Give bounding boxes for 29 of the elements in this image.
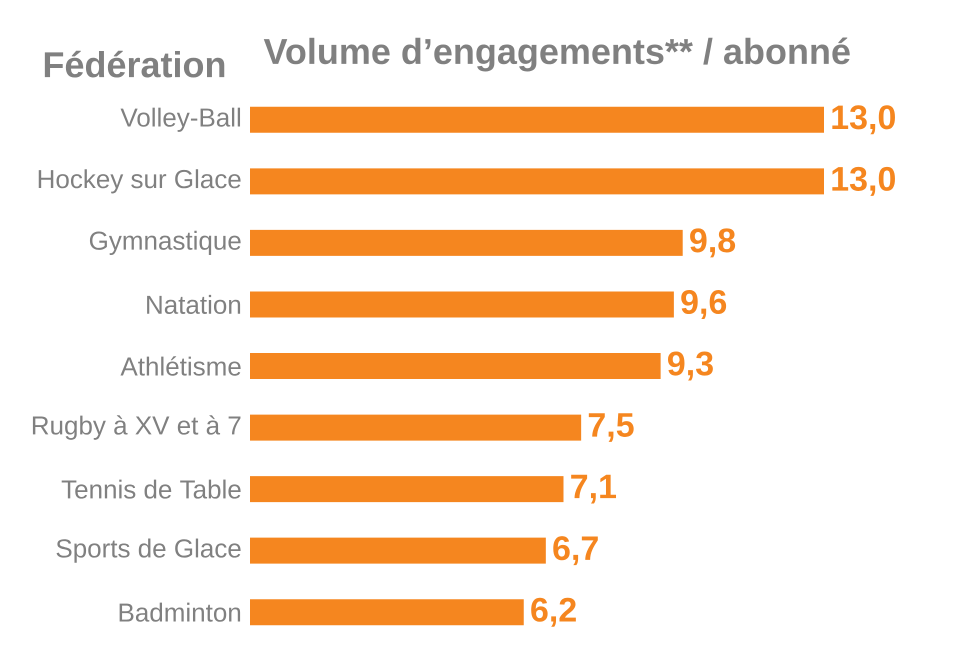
y-tick-label: Sports de Glace bbox=[56, 538, 241, 563]
data-label: 6,7 bbox=[553, 536, 598, 566]
bar bbox=[250, 538, 546, 564]
y-tick-label: Volley-Ball bbox=[120, 108, 240, 132]
y-tick-label: Rugby à XV et à 7 bbox=[32, 415, 240, 440]
bar bbox=[250, 476, 564, 502]
bar bbox=[250, 353, 661, 380]
data-label: 9,6 bbox=[681, 290, 726, 319]
bar bbox=[250, 291, 674, 318]
y-tick-label: Tennis de Table bbox=[62, 480, 241, 499]
y-tick-label: Natation bbox=[147, 294, 240, 314]
y-tick-label: Gymnastique bbox=[90, 230, 241, 256]
bar bbox=[250, 230, 683, 256]
y-tick-label: Hockey sur Glace bbox=[38, 169, 241, 194]
y-tick-label: Athlétisme bbox=[120, 356, 241, 376]
data-label: 9,8 bbox=[690, 228, 736, 258]
bar bbox=[250, 414, 582, 441]
data-label: 9,3 bbox=[668, 352, 713, 381]
data-label: 13,0 bbox=[832, 166, 895, 196]
data-label: 13,0 bbox=[832, 105, 895, 134]
bar bbox=[250, 168, 824, 194]
data-label: 7,1 bbox=[571, 474, 616, 504]
chart-title: Volume d’engagements** / abonné bbox=[264, 37, 850, 72]
y-axis-title: Fédération bbox=[44, 50, 224, 78]
bar bbox=[250, 599, 524, 626]
y-tick-label: Badminton bbox=[120, 602, 240, 622]
bar bbox=[250, 106, 824, 133]
data-label: 6,2 bbox=[531, 598, 576, 627]
data-label: 7,5 bbox=[588, 413, 634, 442]
